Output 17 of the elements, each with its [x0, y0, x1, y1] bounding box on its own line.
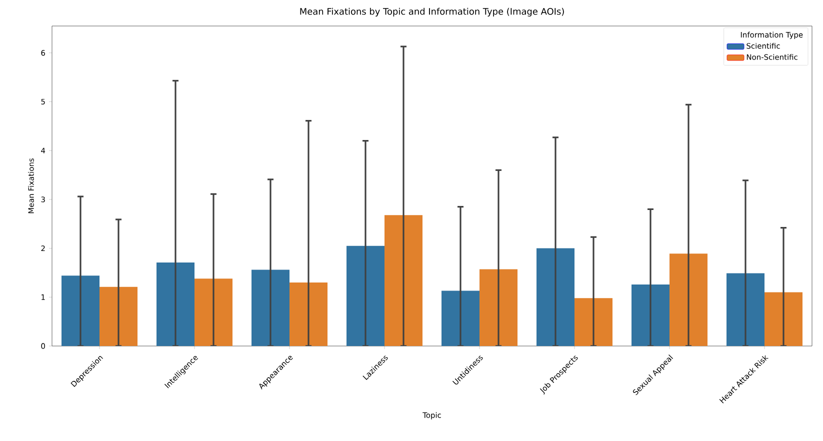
bar — [726, 273, 764, 346]
chart-title: Mean Fixations by Topic and Information Type (Image AOIs) — [300, 8, 564, 16]
bar — [194, 278, 232, 346]
bar — [670, 254, 708, 346]
bar — [252, 270, 290, 346]
bar — [574, 298, 612, 346]
bar — [536, 248, 574, 346]
bar — [290, 282, 328, 346]
bar — [480, 269, 518, 346]
bar — [764, 292, 803, 346]
bar — [100, 286, 138, 346]
bar — [156, 262, 194, 346]
bar — [442, 290, 480, 346]
bar — [62, 276, 100, 346]
bar — [632, 284, 670, 346]
bar — [384, 215, 422, 346]
bar — [346, 246, 384, 346]
